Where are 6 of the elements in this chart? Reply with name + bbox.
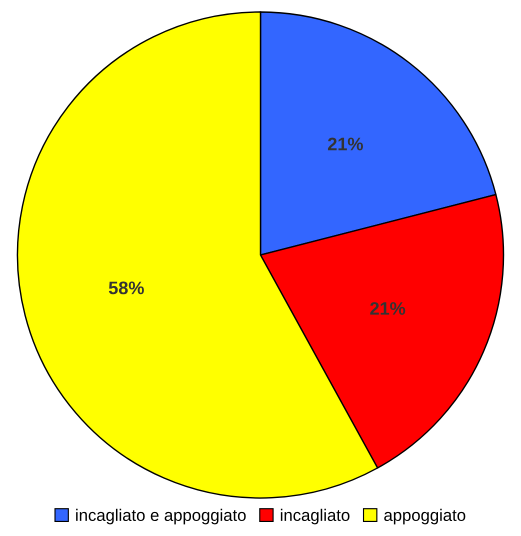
data-label: 58% bbox=[108, 282, 144, 294]
legend-label: appoggiato bbox=[384, 508, 466, 524]
legend-label: incagliato e appoggiato bbox=[76, 508, 246, 524]
data-label: 21% bbox=[328, 138, 363, 150]
data-label: 21% bbox=[370, 302, 406, 315]
legend-label: incagliato bbox=[280, 508, 350, 524]
